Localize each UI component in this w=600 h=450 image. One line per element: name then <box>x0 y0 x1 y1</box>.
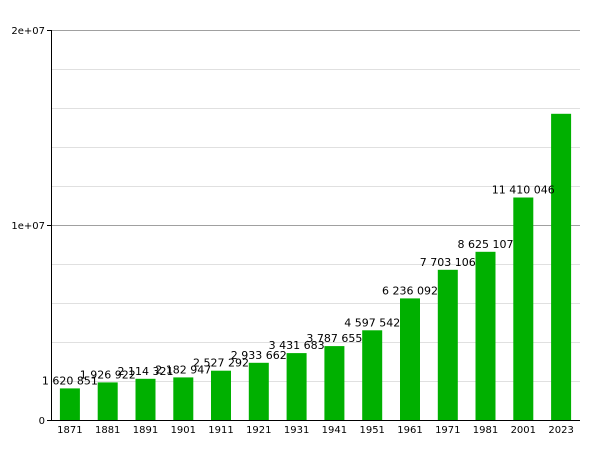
bar-value-label: 7 703 106 <box>420 256 476 269</box>
bar-value-label: 1 926 922 <box>80 368 136 381</box>
bar-value-label: 6 236 092 <box>382 284 438 297</box>
bar <box>135 378 156 420</box>
x-tick-label: 1941 <box>322 425 347 436</box>
bar <box>97 382 118 420</box>
bar-value-label: 3 431 683 <box>269 339 325 352</box>
x-tick-label: 1901 <box>171 425 196 436</box>
bar <box>248 362 269 420</box>
x-tick-label: 1981 <box>473 425 498 436</box>
x-tick-label: 1931 <box>284 425 309 436</box>
bar-value-label: 2 182 947 <box>155 363 211 376</box>
grid-lines <box>51 30 580 382</box>
bar-value-label: 8 625 107 <box>458 238 514 251</box>
bar-value-label: 2 933 662 <box>231 349 287 362</box>
bar <box>59 388 80 420</box>
y-tick-label: 1e+07 <box>11 221 45 232</box>
bar-value-label: 3 787 655 <box>306 332 362 345</box>
bar <box>551 113 572 421</box>
x-tick-label: 1891 <box>133 425 158 436</box>
x-tick-label: 1871 <box>57 425 82 436</box>
bar-value-label: 1 620 851 <box>42 374 98 387</box>
bar <box>475 251 496 420</box>
bar <box>513 197 534 420</box>
bar-value-label: 2 114 321 <box>118 365 174 378</box>
x-tick-label: 1921 <box>246 425 271 436</box>
bar <box>211 370 231 420</box>
bar <box>324 346 345 420</box>
bar-value-label: 4 597 542 <box>344 316 400 329</box>
bars <box>59 113 572 421</box>
bar-value-label: 11 410 046 <box>492 184 555 197</box>
bar <box>400 298 420 420</box>
bar <box>173 377 194 420</box>
x-tick-label: 1971 <box>435 425 460 436</box>
y-tick-label: 0 <box>39 416 45 427</box>
x-tick-label: 1961 <box>397 425 422 436</box>
bar <box>286 353 307 420</box>
x-tick-label: 1911 <box>208 425 233 436</box>
axes: 0 1e+07 2e+07 1871 1881 1891 1901 1911 1921 1931 1… <box>11 26 580 436</box>
x-tick-label: 1951 <box>359 425 384 436</box>
y-tick-label: 2e+07 <box>11 26 45 37</box>
x-tick-label: 2023 <box>548 425 573 436</box>
bar-value-label: 2 527 292 <box>193 357 249 370</box>
x-tick-label: 1881 <box>95 425 120 436</box>
bar <box>437 269 458 420</box>
x-tick-label: 2001 <box>511 425 536 436</box>
bar <box>362 330 383 420</box>
